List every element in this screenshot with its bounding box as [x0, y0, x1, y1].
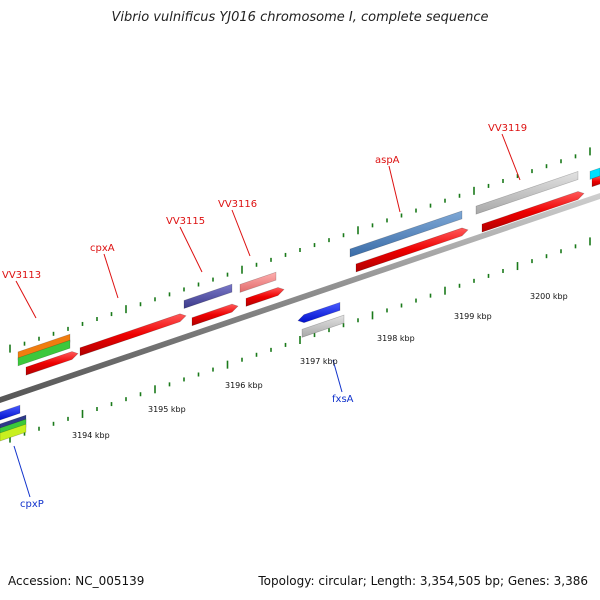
label-fxsa: fxsA	[332, 394, 354, 405]
gene-features	[0, 167, 600, 442]
feature-bar-pink	[239, 271, 277, 293]
scale-label: 3199 kbp	[454, 312, 492, 321]
gene-arrow-cpxa	[79, 313, 187, 357]
label-aspa: aspA	[375, 155, 400, 166]
label-vv3119-leader	[501, 133, 521, 181]
backbone-line	[0, 193, 600, 403]
gene-arrow-aspa	[355, 227, 469, 273]
label-vv3116-leader	[231, 209, 251, 257]
label-vv3119: VV3119	[488, 123, 527, 134]
position-ticks	[9, 147, 591, 443]
accession-text: Accession: NC_005139	[8, 574, 145, 588]
gene-arrow-fxsa	[297, 301, 341, 323]
feature-bar-steelblue	[349, 210, 463, 258]
label-vv3115: VV3115	[166, 216, 205, 227]
label-fxsa-leader	[332, 359, 343, 393]
label-cpxp-leader	[13, 445, 31, 498]
topology-summary: Topology: circular; Length: 3,354,505 bp…	[258, 574, 588, 588]
scale-label: 3200 kbp	[530, 292, 568, 301]
feature-bar-yellowgreen	[0, 423, 27, 442]
label-vv3115-leader	[179, 226, 203, 273]
labels: VV3113 cpxA VV3115 VV3116 aspA VV3119 fxsA cpxP…	[2, 123, 568, 510]
feature-bar-fxsa-grey	[301, 314, 345, 338]
label-cpxa-leader	[103, 253, 119, 299]
feature-bar-green	[17, 339, 71, 367]
feature-bar-purple	[183, 283, 233, 309]
scale-label: 3198 kbp	[377, 334, 415, 343]
gene-arrow-vv3119	[481, 191, 585, 233]
figure-title: Vibrio vulnificus YJ016 chromosome I, co…	[111, 10, 489, 25]
gene-arrow-edge	[591, 175, 600, 188]
label-cpxa: cpxA	[90, 243, 115, 254]
label-vv3113-leader	[15, 280, 37, 319]
genome-backbone	[0, 193, 600, 403]
feature-bar-cyan	[589, 167, 600, 180]
gene-arrow-vv3115	[191, 303, 239, 327]
gene-arrow-vv3116	[245, 287, 285, 307]
label-aspa-leader	[388, 165, 401, 213]
label-cpxp: cpxP	[20, 499, 44, 510]
scale-label: 3197 kbp	[300, 357, 338, 366]
feature-bar-grey	[475, 171, 579, 215]
scale-label: 3194 kbp	[72, 431, 110, 440]
scale-label: 3196 kbp	[225, 381, 263, 390]
label-vv3113: VV3113	[2, 270, 41, 281]
label-vv3116: VV3116	[218, 199, 257, 210]
gene-arrow-vv3113	[25, 351, 79, 376]
scale-label: 3195 kbp	[148, 405, 186, 414]
gene-arrow-cpxp	[0, 404, 21, 421]
